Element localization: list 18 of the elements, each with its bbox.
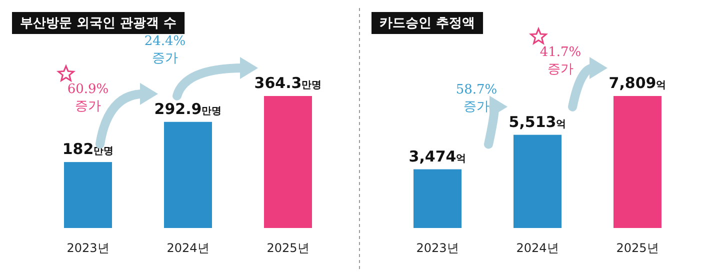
- chart-title: 부산방문 외국인 관광객 수: [20, 16, 177, 31]
- data-label: 5,513억: [508, 112, 566, 131]
- data-label: 364.3만명: [254, 74, 322, 92]
- annotation: 58.7% 증가: [456, 82, 498, 114]
- x-tick-label: 2025년: [616, 241, 659, 255]
- annotation: 60.9% 증가: [67, 82, 109, 114]
- text: 24.4% 증가: [144, 34, 186, 66]
- text: 41.7% 증가: [540, 44, 582, 77]
- data-label: 7,809억: [608, 74, 666, 92]
- x-tick-label: 2023년: [416, 241, 459, 255]
- x-tick-label: 2025년: [266, 241, 310, 255]
- data-label: 3,474억: [408, 147, 466, 166]
- data-label: 292.9만명: [154, 100, 222, 118]
- chart-title: 카드승인 추정액: [380, 16, 476, 31]
- x-tick-label: 2023년: [66, 241, 110, 255]
- x-tick-label: 2024년: [516, 241, 559, 255]
- x-tick-label: 2024년: [166, 241, 210, 255]
- data-label: 182만명: [62, 140, 114, 158]
